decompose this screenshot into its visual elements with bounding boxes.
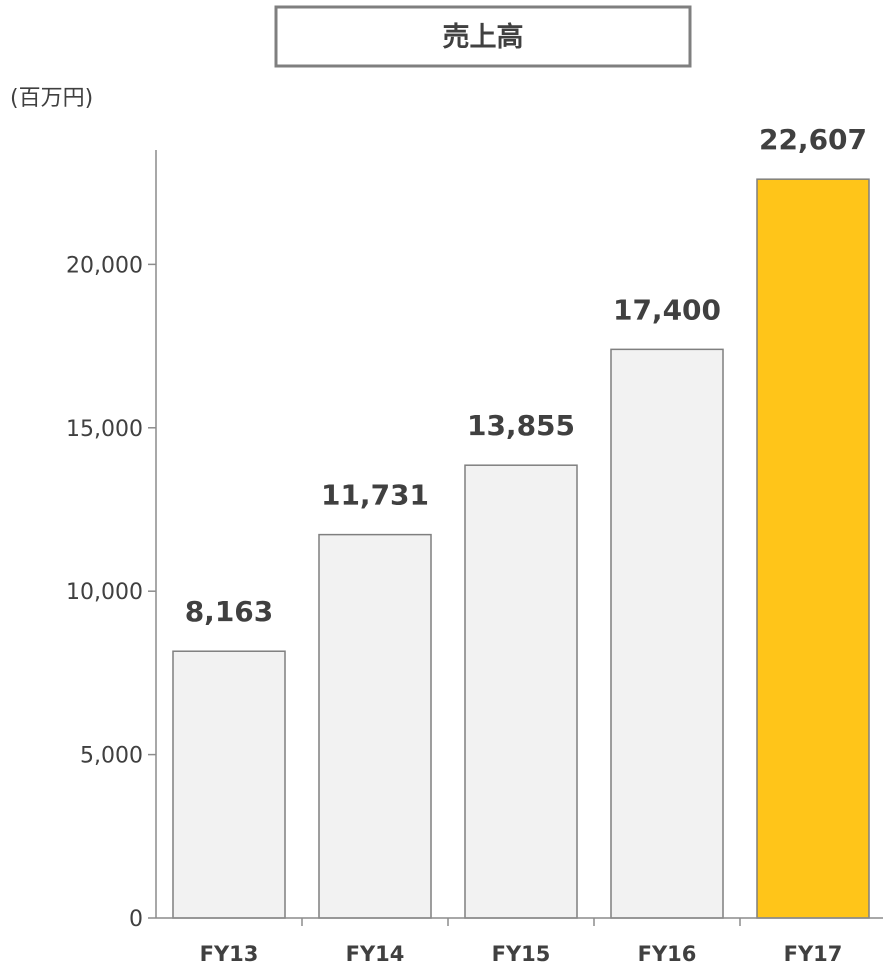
unit-label: (百万円) — [10, 86, 93, 111]
y-tick-label: 0 — [129, 907, 143, 932]
value-label-fy14: 11,731 — [321, 479, 429, 512]
chart-title-box — [274, 5, 692, 68]
y-tick-label: 5,000 — [80, 744, 143, 769]
category-label-fy17: FY17 — [784, 942, 843, 966]
bar-fy16 — [610, 348, 724, 919]
category-label-fy14: FY14 — [346, 942, 405, 966]
chart-title: 売上高 — [443, 21, 524, 53]
y-tick-label: 20,000 — [66, 253, 143, 278]
value-label-fy13: 8,163 — [185, 595, 274, 628]
chart-title-group: 売上高 — [274, 5, 692, 68]
bar-fy13 — [172, 650, 286, 919]
y-tick-label: 15,000 — [66, 417, 143, 442]
bar-fy14 — [318, 533, 432, 919]
value-labels-group: 8,163 11,731 13,855 17,400 22,607 — [185, 123, 867, 628]
bars-group — [172, 178, 870, 919]
category-label-fy16: FY16 — [638, 942, 697, 966]
value-label-fy15: 13,855 — [467, 409, 575, 442]
bar-fy17 — [756, 178, 870, 919]
y-axis-ticks: 0 5,000 10,000 15,000 20,000 — [66, 253, 156, 932]
x-axis-ticks — [301, 918, 741, 926]
value-label-fy17: 22,607 — [759, 123, 867, 156]
value-label-fy16: 17,400 — [613, 293, 721, 326]
bar-fy15 — [464, 464, 578, 919]
category-labels-group: FY13 FY14 FY15 FY16 FY17 — [200, 942, 843, 966]
category-label-fy13: FY13 — [200, 942, 259, 966]
y-tick-label: 10,000 — [66, 580, 143, 605]
category-label-fy15: FY15 — [492, 942, 551, 966]
